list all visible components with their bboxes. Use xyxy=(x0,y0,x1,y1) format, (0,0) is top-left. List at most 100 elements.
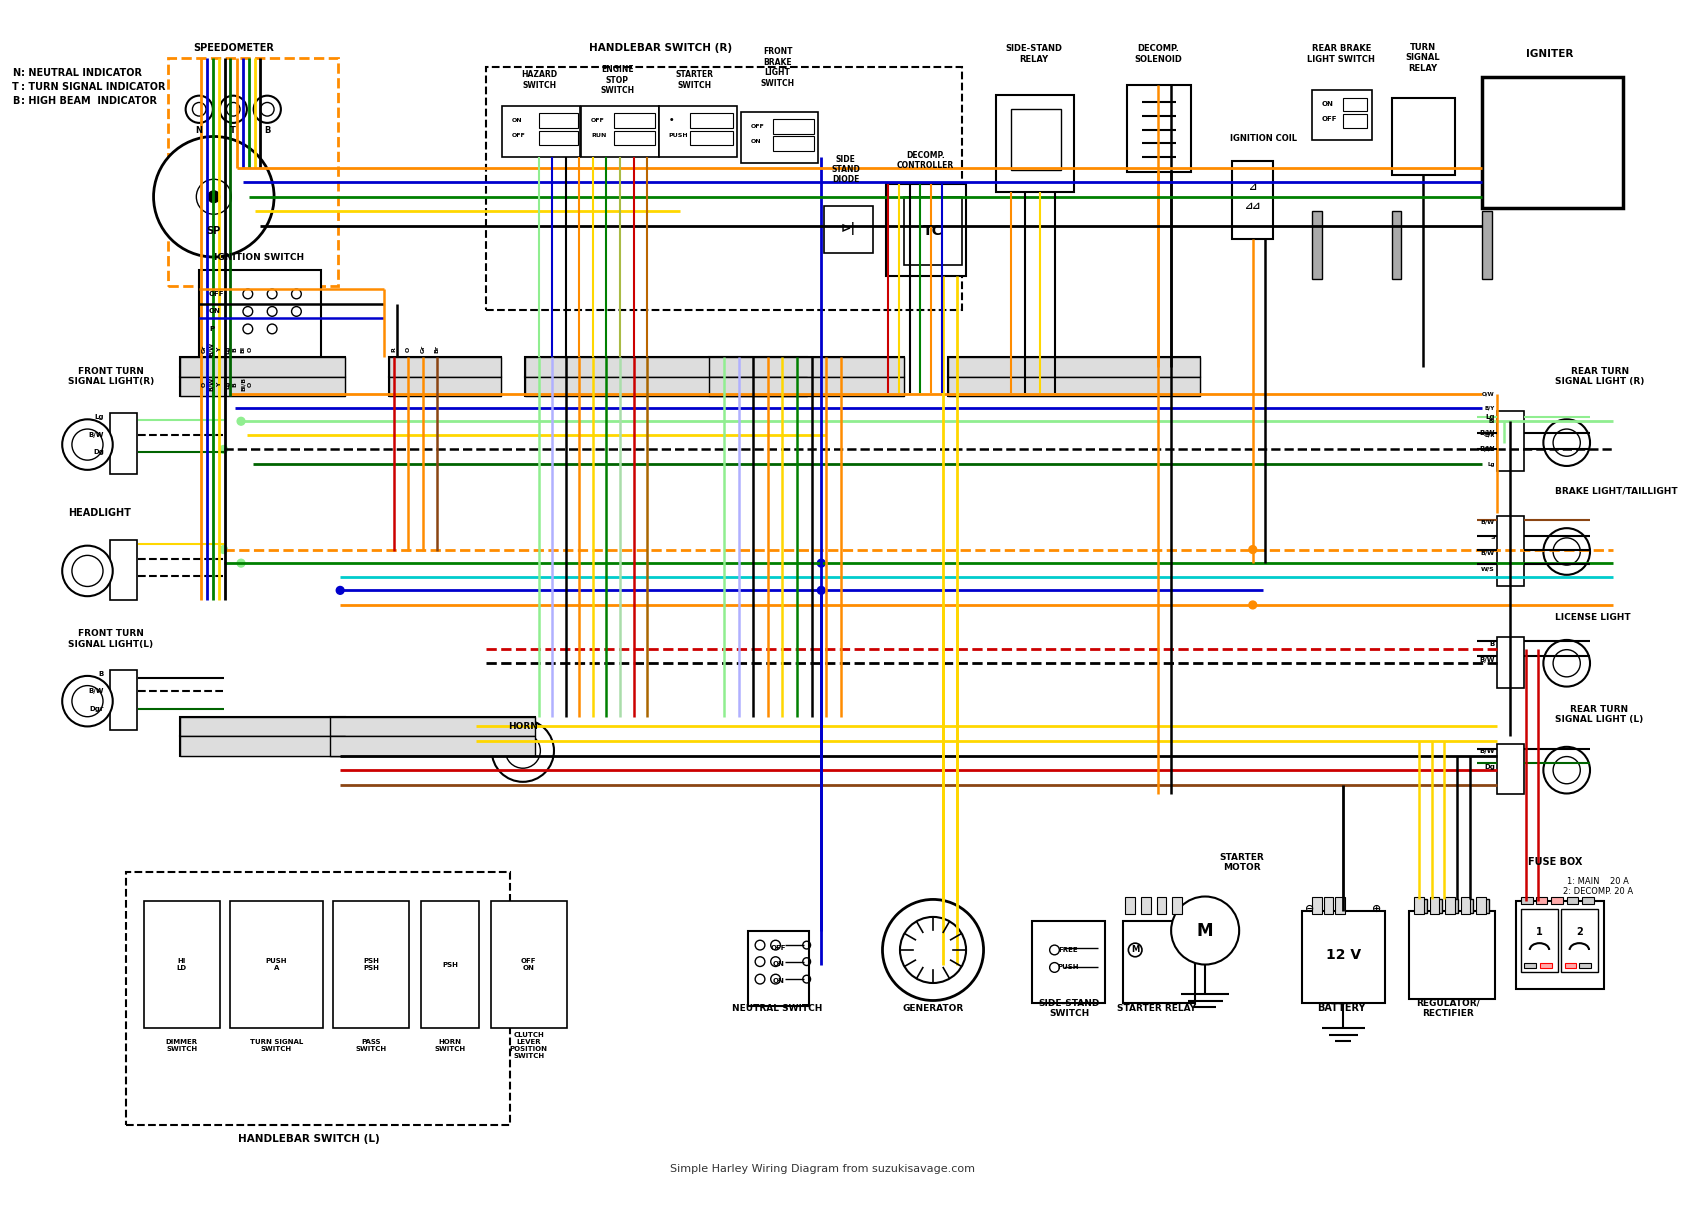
Text: O: O xyxy=(249,346,254,352)
Circle shape xyxy=(817,586,826,595)
Bar xyxy=(690,113,733,128)
Bar xyxy=(709,357,904,376)
Text: HEADLIGHT: HEADLIGHT xyxy=(68,508,130,517)
Bar xyxy=(330,716,535,736)
Bar xyxy=(904,197,963,265)
Text: Dgr: Dgr xyxy=(90,706,103,712)
Text: FREE: FREE xyxy=(1058,947,1078,953)
Text: B/W: B/W xyxy=(1479,446,1494,452)
Text: REAR TURN
SIGNAL LIGHT (R): REAR TURN SIGNAL LIGHT (R) xyxy=(1555,367,1645,386)
Text: HORN
SWITCH: HORN SWITCH xyxy=(435,1038,465,1052)
Text: OFF
ON: OFF ON xyxy=(521,958,536,971)
Text: R: R xyxy=(391,347,396,352)
Text: STARTER
SWITCH: STARTER SWITCH xyxy=(675,70,714,89)
Bar xyxy=(741,112,819,163)
Text: Y: Y xyxy=(217,382,222,387)
Text: O: O xyxy=(201,381,206,387)
Text: ⊕: ⊕ xyxy=(1372,904,1381,914)
Bar xyxy=(1303,911,1386,1003)
Text: Bl: Bl xyxy=(1489,418,1494,423)
Bar xyxy=(540,113,579,128)
Bar xyxy=(1479,900,1489,913)
Circle shape xyxy=(1543,420,1590,466)
Bar xyxy=(525,357,807,376)
Bar xyxy=(1393,211,1401,280)
Bar xyxy=(1482,211,1492,280)
Bar xyxy=(709,357,904,376)
Bar xyxy=(1125,896,1135,914)
Text: Dg: Dg xyxy=(1484,765,1494,771)
Text: P: P xyxy=(208,326,215,332)
Text: FRONT TURN
SIGNAL LIGHT(R): FRONT TURN SIGNAL LIGHT(R) xyxy=(68,367,154,386)
Text: ⊿: ⊿ xyxy=(1249,182,1257,192)
Circle shape xyxy=(291,306,301,316)
Bar xyxy=(1536,896,1546,904)
Text: M: M xyxy=(1196,921,1213,939)
Circle shape xyxy=(1543,640,1590,686)
Text: OFF: OFF xyxy=(513,133,526,137)
Text: B/R: B/R xyxy=(1484,447,1494,452)
Bar xyxy=(1409,911,1494,999)
Circle shape xyxy=(1543,528,1590,575)
Bar xyxy=(1582,896,1594,904)
Text: B/W: B/W xyxy=(88,689,103,695)
Bar xyxy=(1311,89,1372,140)
Text: DECOMP.
SOLENOID: DECOMP. SOLENOID xyxy=(1135,45,1183,64)
Bar xyxy=(110,414,137,474)
Circle shape xyxy=(244,289,252,299)
Text: B/W: B/W xyxy=(88,432,103,438)
Bar xyxy=(525,357,807,376)
Bar xyxy=(179,736,345,756)
Text: B: B xyxy=(264,127,271,135)
Text: Lg: Lg xyxy=(1486,415,1494,421)
Circle shape xyxy=(267,324,277,334)
Text: O: O xyxy=(406,346,411,352)
Bar xyxy=(948,376,1200,396)
Bar xyxy=(1311,211,1321,280)
Bar xyxy=(614,130,655,145)
Text: PUSH: PUSH xyxy=(668,133,689,137)
Bar xyxy=(690,130,733,145)
Text: SIDE
STAND
DIODE: SIDE STAND DIODE xyxy=(831,154,860,185)
Text: BRAKE LIGHT/TAILLIGHT: BRAKE LIGHT/TAILLIGHT xyxy=(1555,487,1678,496)
Text: W/S: W/S xyxy=(1480,567,1494,572)
Text: HI
LD: HI LD xyxy=(176,958,186,971)
Bar xyxy=(168,58,338,286)
Circle shape xyxy=(1553,650,1580,677)
Text: M: M xyxy=(1130,946,1139,954)
Text: CLUTCH
LEVER
POSITION
SWITCH: CLUTCH LEVER POSITION SWITCH xyxy=(509,1031,548,1059)
Text: OFF: OFF xyxy=(772,946,787,952)
Text: HANDLEBAR SWITCH (L): HANDLEBAR SWITCH (L) xyxy=(239,1135,381,1144)
Text: Y: Y xyxy=(217,347,222,352)
Text: SPEEDOMETER: SPEEDOMETER xyxy=(193,43,274,53)
Text: Br: Br xyxy=(435,345,440,353)
Bar xyxy=(1232,160,1272,239)
Text: : TURN SIGNAL INDICATOR: : TURN SIGNAL INDICATOR xyxy=(22,82,166,92)
Bar xyxy=(1565,962,1577,968)
Text: HAZARD
SWITCH: HAZARD SWITCH xyxy=(521,70,557,89)
Text: 1: 1 xyxy=(1536,927,1543,937)
Text: REAR TURN
SIGNAL LIGHT (L): REAR TURN SIGNAL LIGHT (L) xyxy=(1555,706,1643,725)
Bar xyxy=(503,106,580,157)
Text: BATTERY: BATTERY xyxy=(1316,1003,1365,1013)
Circle shape xyxy=(244,324,252,334)
Text: PUSH: PUSH xyxy=(1058,965,1079,971)
Bar xyxy=(1416,900,1426,913)
Circle shape xyxy=(900,917,966,983)
Circle shape xyxy=(73,556,103,586)
Text: GENERATOR: GENERATOR xyxy=(902,1003,964,1013)
Bar xyxy=(1323,896,1333,914)
Text: N: N xyxy=(12,69,20,78)
Bar xyxy=(1497,744,1524,795)
Bar xyxy=(1445,896,1455,914)
Text: Lg: Lg xyxy=(95,415,103,421)
Circle shape xyxy=(1553,538,1580,566)
Text: PSH
PSH: PSH PSH xyxy=(364,958,379,971)
Bar xyxy=(389,357,501,376)
Text: STARTER RELAY: STARTER RELAY xyxy=(1117,1003,1196,1013)
Text: DIMMER
SWITCH: DIMMER SWITCH xyxy=(166,1038,198,1052)
Bar xyxy=(179,376,345,396)
Bar xyxy=(1173,896,1181,914)
Bar xyxy=(1010,110,1061,170)
Circle shape xyxy=(63,420,113,470)
